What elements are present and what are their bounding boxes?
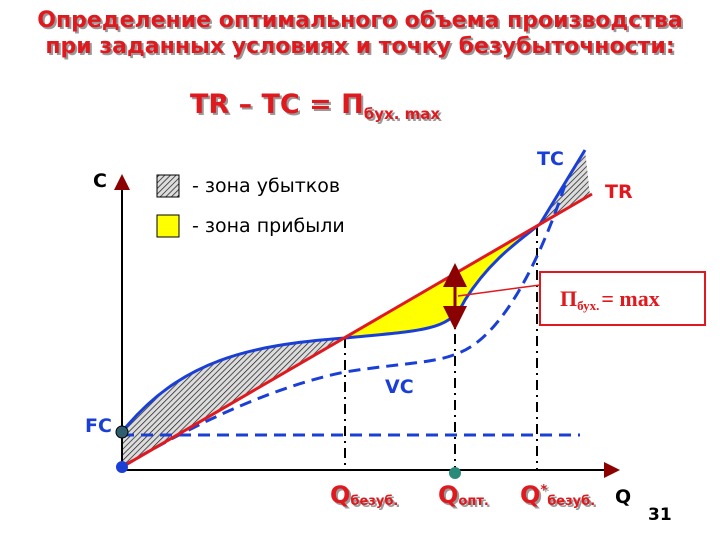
q-main: Q [438,481,458,509]
legend-label: - зона убытков [192,175,340,197]
q-sub: безуб. [350,494,398,509]
vc-curve [121,184,567,469]
origin-point [116,461,128,473]
tr-label: TR [605,181,633,203]
q-main: Q [520,481,540,509]
callout-line [457,284,541,297]
y-axis-label: C [93,170,107,192]
q-label: Qопт. [438,481,489,509]
legend-swatch [156,174,180,198]
q-label: Qбезуб. [330,481,398,509]
legend-label: - зона прибыли [192,215,345,237]
fc-label: FC [85,415,112,437]
fc-point [115,425,129,439]
tc-curve [120,149,587,433]
vc-label: VC [385,376,414,398]
profit-rest: = max [601,286,659,311]
x-axis-label: Q [615,486,631,508]
legend-swatch [156,214,180,238]
profit-main: П [560,286,577,311]
q-sub: безуб. [547,494,595,509]
profit-box-text: Пбух.= max [560,286,660,313]
tc-label: TC [537,148,564,170]
tr-line [121,192,593,469]
q-label: Q*безуб. [520,481,595,509]
q-sup: * [540,483,547,498]
formula-main: TR – TC = П [190,89,364,120]
q-sub: опт. [458,494,488,509]
formula-sub: бух. max [364,105,441,123]
page-number: 31 [648,505,672,525]
profit-sub: бух. [577,298,599,313]
title: Определение оптимального объема производ… [37,8,683,59]
profit-box [539,271,706,326]
formula: TR – TC = Пбух. max [190,89,440,123]
q-main: Q [330,481,350,509]
q-opt-point [449,467,461,479]
